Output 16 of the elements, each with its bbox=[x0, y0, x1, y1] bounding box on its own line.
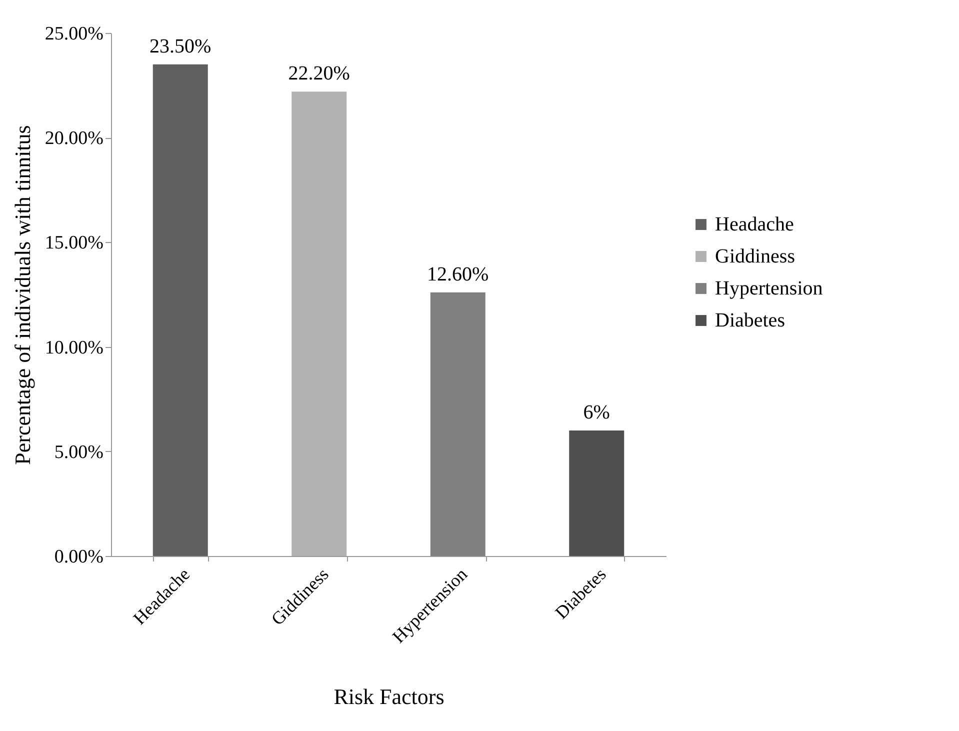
x-axis-title: Risk Factors bbox=[334, 684, 444, 709]
legend-label: Hypertension bbox=[715, 278, 823, 300]
legend-label: Giddiness bbox=[715, 246, 796, 268]
y-tick-label: 5.00% bbox=[54, 442, 104, 463]
data-label: 12.60% bbox=[427, 263, 489, 286]
y-axis-title: Percentage of individuals with tinnitus bbox=[10, 125, 35, 465]
data-label: 6% bbox=[583, 401, 610, 424]
data-label: 22.20% bbox=[288, 62, 350, 85]
y-tick-label: 20.00% bbox=[44, 128, 104, 150]
legend-label: Diabetes bbox=[715, 310, 786, 332]
data-label: 23.50% bbox=[150, 35, 212, 58]
y-tick-label: 25.00% bbox=[44, 24, 104, 44]
legend-label: Headache bbox=[715, 214, 794, 236]
y-tick-label: 0.00% bbox=[54, 546, 104, 568]
y-tick-label: 15.00% bbox=[44, 232, 104, 254]
y-tick-label: 10.00% bbox=[44, 337, 104, 358]
